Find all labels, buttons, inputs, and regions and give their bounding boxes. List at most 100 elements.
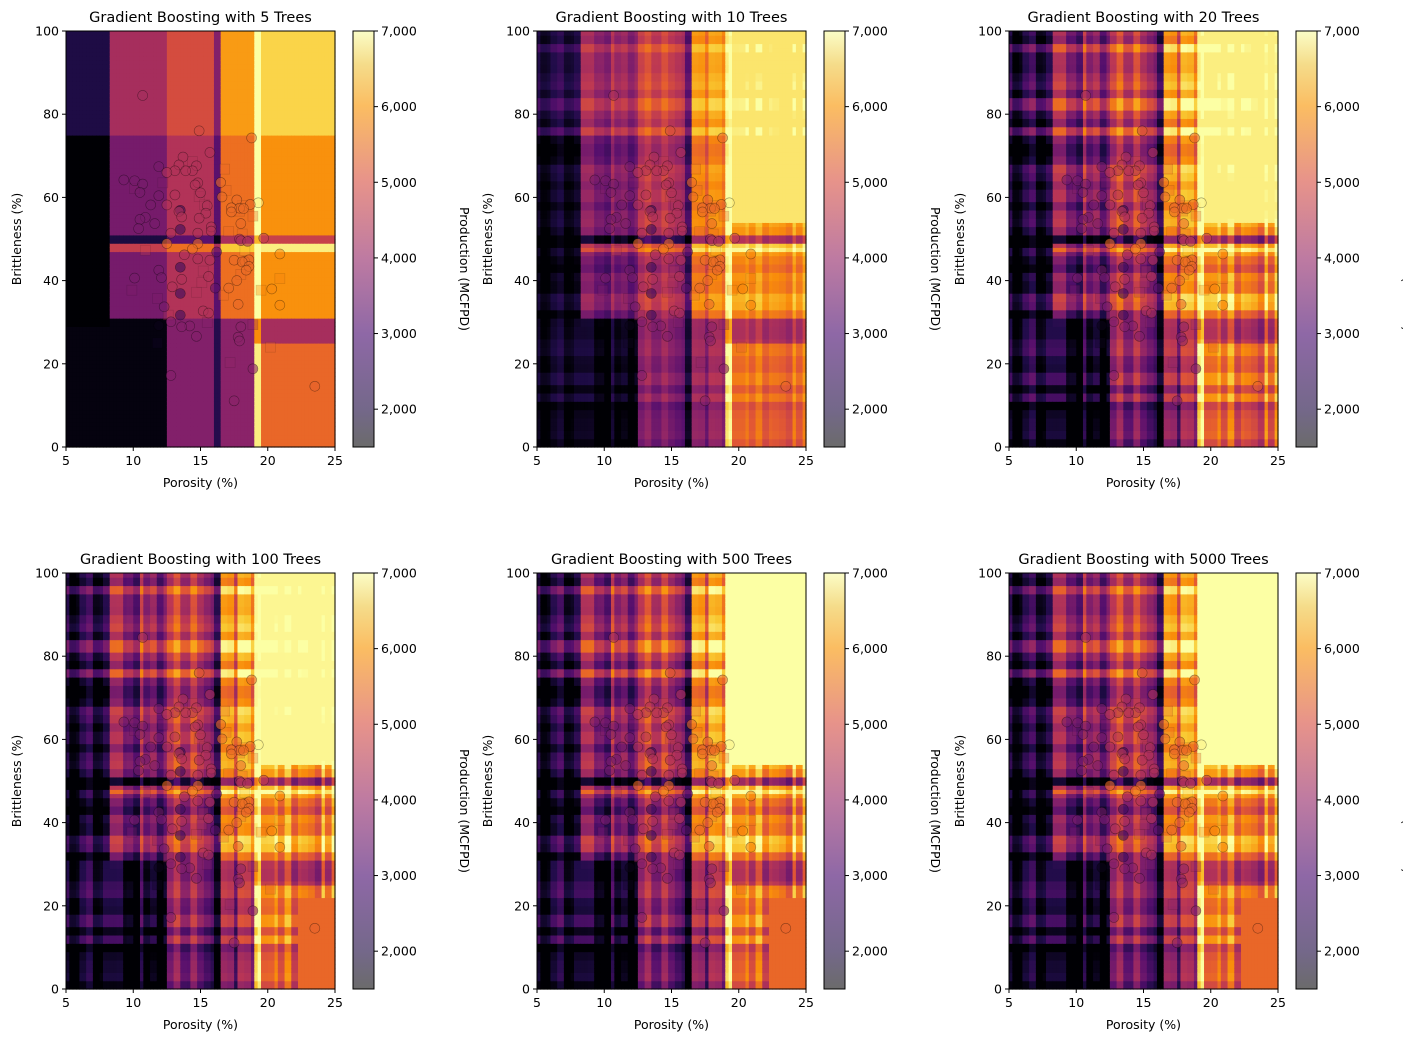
heatmap-cell	[86, 231, 90, 236]
heatmap-cell	[164, 110, 168, 115]
heatmap-cell	[150, 351, 154, 356]
heatmap-cell	[207, 372, 211, 377]
heatmap-cell	[150, 98, 154, 103]
heatmap-cell	[231, 73, 235, 78]
heatmap-cell	[231, 430, 235, 435]
heatmap-cell	[150, 397, 154, 402]
heatmap-cell	[137, 110, 141, 115]
heatmap-cell	[150, 314, 154, 319]
heatmap-cell	[73, 289, 77, 294]
heatmap-cell	[73, 435, 77, 440]
heatmap-cell	[73, 260, 77, 265]
heatmap-cell	[123, 68, 127, 73]
heatmap-cell	[96, 260, 100, 265]
heatmap-cell	[86, 202, 90, 207]
heatmap-cell	[123, 222, 127, 227]
heatmap-cell	[231, 160, 235, 165]
heatmap-cell	[73, 351, 77, 356]
heatmap-cell	[180, 430, 184, 435]
heatmap-cell	[180, 351, 184, 356]
heatmap-cell	[180, 139, 184, 144]
heatmap-cell	[180, 426, 184, 431]
heatmap-cell	[180, 189, 184, 194]
heatmap-cell	[164, 430, 168, 435]
heatmap-cell	[221, 272, 225, 277]
heatmap-cell	[207, 430, 211, 435]
heatmap-cell	[96, 77, 100, 82]
heatmap-cell	[113, 331, 117, 336]
heatmap-cell	[113, 156, 117, 161]
heatmap-cell	[137, 251, 141, 256]
heatmap-cell	[73, 135, 77, 140]
heatmap-cell	[194, 389, 198, 394]
heatmap-cell	[96, 422, 100, 427]
heatmap-cell	[86, 206, 90, 211]
heatmap-cell	[113, 127, 117, 132]
heatmap-cell	[231, 268, 235, 273]
heatmap-cell	[113, 164, 117, 169]
heatmap-cell	[86, 264, 90, 269]
heatmap-cell	[231, 48, 235, 53]
heatmap-cell	[123, 410, 127, 415]
heatmap-cell	[137, 102, 141, 107]
heatmap-cell	[137, 339, 141, 344]
heatmap-cell	[231, 127, 235, 132]
heatmap-cell	[123, 48, 127, 53]
heatmap-cell	[86, 393, 90, 398]
heatmap-cell	[207, 114, 211, 119]
heatmap-cell	[150, 389, 154, 394]
heatmap-cell	[194, 56, 198, 61]
heatmap-cell	[207, 389, 211, 394]
heatmap-cell	[96, 31, 100, 36]
heatmap-cell	[113, 43, 117, 48]
heatmap-cell	[207, 68, 211, 73]
heatmap-cell	[221, 322, 225, 327]
heatmap-cell	[231, 343, 235, 348]
heatmap-cell	[231, 89, 235, 94]
heatmap-cell	[150, 322, 154, 327]
heatmap-cell	[207, 43, 211, 48]
heatmap-cell	[207, 239, 211, 244]
heatmap-cell	[96, 222, 100, 227]
heatmap-cell	[207, 102, 211, 107]
heatmap-cell	[73, 189, 77, 194]
heatmap-cell	[73, 222, 77, 227]
heatmap-cell	[73, 31, 77, 36]
heatmap-cell	[123, 264, 127, 269]
heatmap-cell	[96, 355, 100, 360]
heatmap-cell	[231, 131, 235, 136]
heatmap-cell	[86, 401, 90, 406]
heatmap-cell	[207, 177, 211, 182]
heatmap-cell	[86, 243, 90, 248]
heatmap-cell	[123, 60, 127, 65]
heatmap-cell	[113, 335, 117, 340]
heatmap-cell	[164, 48, 168, 53]
heatmap-cell	[96, 185, 100, 190]
heatmap-cell	[123, 301, 127, 306]
heatmap-cell	[96, 380, 100, 385]
heatmap-cell	[180, 181, 184, 186]
heatmap-cell	[113, 326, 117, 331]
heatmap-cell	[164, 73, 168, 78]
heatmap-cell	[231, 389, 235, 394]
heatmap-cell	[73, 285, 77, 290]
heatmap-cell	[86, 235, 90, 240]
heatmap-cell	[137, 310, 141, 315]
heatmap-cell	[231, 181, 235, 186]
heatmap-cell	[123, 143, 127, 148]
heatmap-cell	[137, 410, 141, 415]
heatmap-cell	[207, 439, 211, 444]
heatmap-cell	[164, 218, 168, 223]
heatmap-cell	[180, 177, 184, 182]
heatmap-cell	[221, 418, 225, 423]
heatmap-cell	[137, 439, 141, 444]
heatmap-cell	[180, 243, 184, 248]
heatmap-cell	[113, 289, 117, 294]
heatmap-cell	[96, 39, 100, 44]
heatmap-cell	[86, 197, 90, 202]
heatmap-cell	[221, 355, 225, 360]
heatmap-cell	[73, 401, 77, 406]
heatmap-cell	[221, 152, 225, 157]
heatmap-cell	[164, 410, 168, 415]
heatmap-cell	[137, 297, 141, 302]
